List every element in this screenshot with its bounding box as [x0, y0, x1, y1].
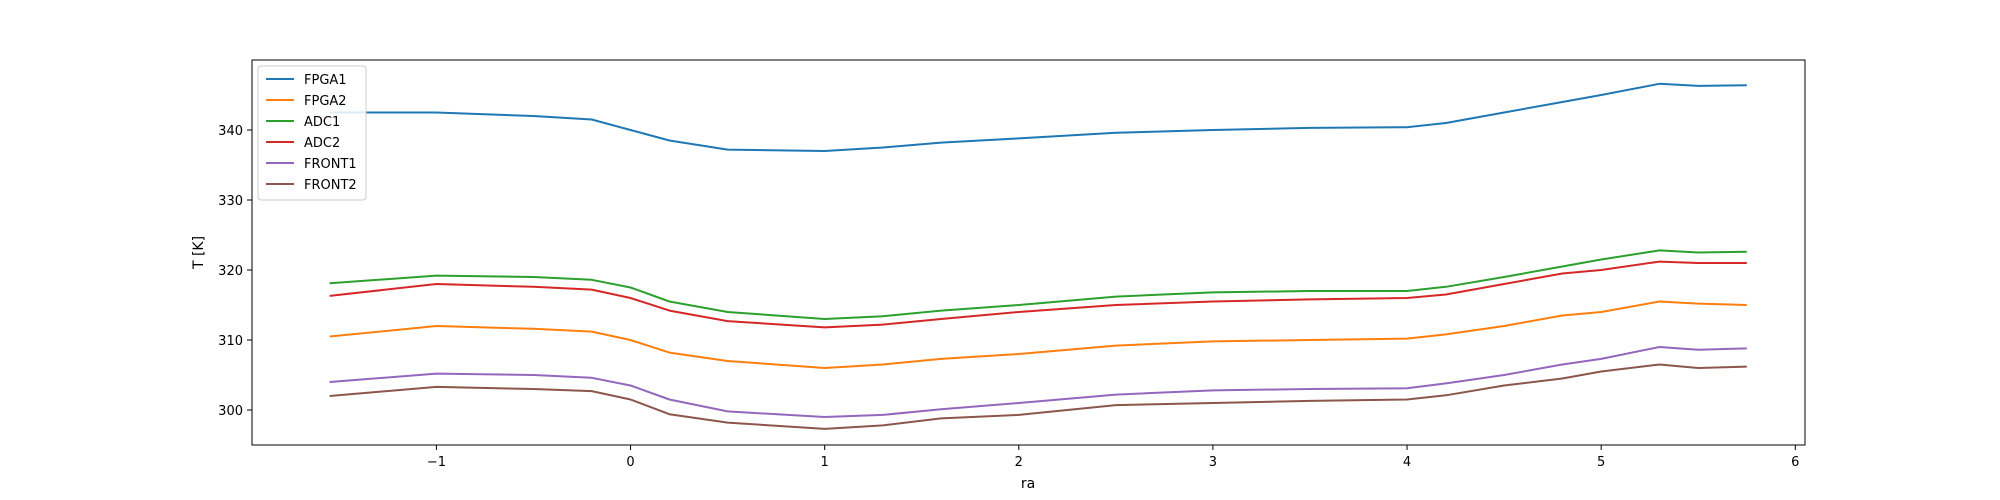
legend-label-fpga2: FPGA2: [304, 94, 347, 109]
y-axis-ticks: 300 310 320 330 340: [218, 124, 252, 419]
legend-label-front1: FRONT1: [304, 157, 357, 172]
legend-label-adc1: ADC1: [304, 115, 340, 130]
x-tick-label: 5: [1597, 455, 1605, 470]
x-tick-label: 2: [1015, 455, 1023, 470]
plot-lines-group: [329, 82, 1747, 430]
x-tick-label: −1: [427, 455, 446, 470]
y-axis-label: T [K]: [191, 236, 207, 270]
legend-label-adc2: ADC2: [304, 136, 340, 151]
y-tick-label: 330: [218, 194, 243, 209]
legend-label-front2: FRONT2: [304, 178, 357, 193]
y-tick-label: 300: [218, 404, 243, 419]
series-line-front2: [329, 363, 1747, 430]
x-tick-label: 6: [1791, 455, 1799, 470]
y-tick-label: 340: [218, 124, 243, 139]
series-line-adc2: [329, 260, 1747, 329]
plot-frame: [251, 59, 1806, 446]
x-tick-label: 4: [1403, 455, 1411, 470]
legend-label-fpga1: FPGA1: [304, 73, 347, 88]
x-axis-label: ra: [1021, 476, 1035, 492]
y-tick-label: 310: [218, 334, 243, 349]
x-tick-label: 0: [626, 455, 634, 470]
x-tick-label: 3: [1209, 455, 1217, 470]
series-line-adc1: [329, 249, 1747, 320]
series-line-fpga2: [329, 300, 1747, 369]
series-line-fpga1: [329, 82, 1747, 152]
x-tick-label: 1: [821, 455, 829, 470]
x-axis-ticks: −1 0 1 2 3 4 5 6: [427, 445, 1799, 470]
legend: FPGA1 FPGA2 ADC1 ADC2 FRONT1 FRONT2: [257, 65, 367, 201]
series-line-front1: [329, 346, 1747, 418]
y-tick-label: 320: [218, 264, 243, 279]
